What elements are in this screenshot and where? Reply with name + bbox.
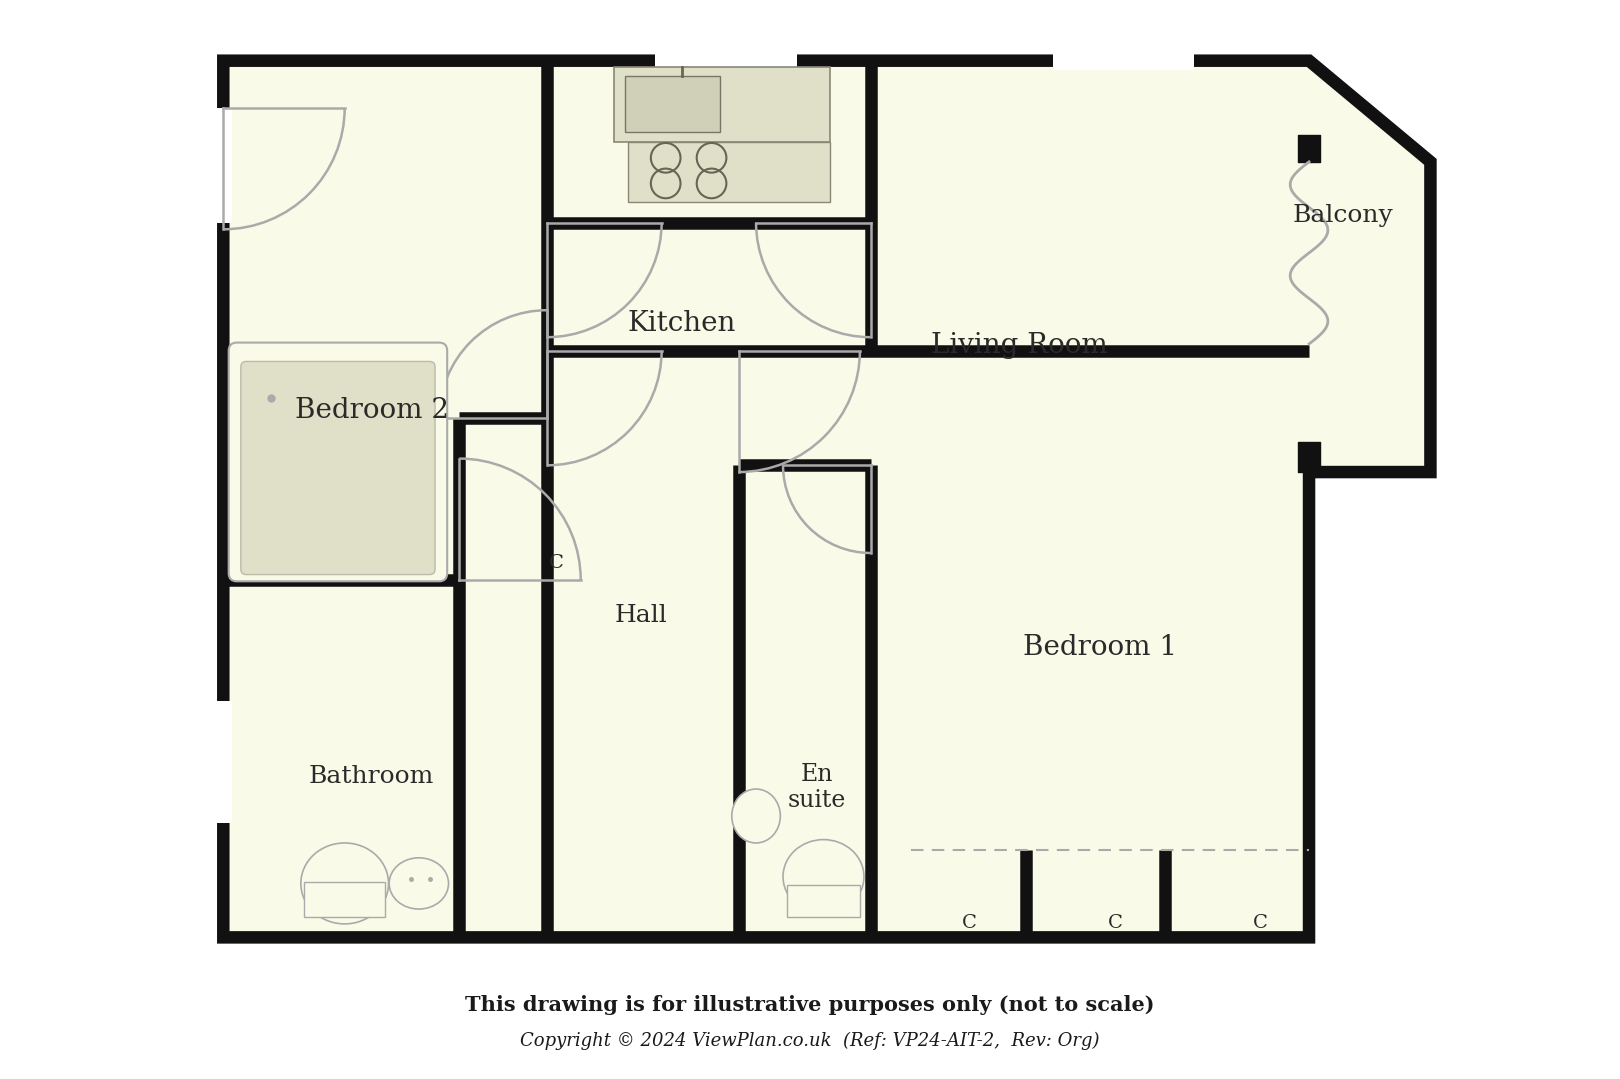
Ellipse shape — [782, 839, 863, 914]
Text: This drawing is for illustrative purposes only (not to scale): This drawing is for illustrative purpose… — [465, 995, 1155, 1015]
FancyBboxPatch shape — [241, 361, 436, 574]
Bar — [787, 885, 860, 917]
Ellipse shape — [389, 858, 449, 909]
Bar — [629, 141, 829, 202]
Text: Bedroom 2: Bedroom 2 — [295, 396, 449, 424]
Text: Bedroom 1: Bedroom 1 — [1022, 633, 1178, 661]
Bar — [614, 67, 829, 141]
Bar — [625, 76, 719, 132]
Ellipse shape — [301, 843, 389, 924]
Bar — [305, 883, 386, 917]
Text: En
suite: En suite — [787, 763, 846, 812]
Text: Living Room: Living Room — [930, 331, 1108, 359]
Text: Copyright © 2024 ViewPlan.co.uk  (Ref: VP24-AIT-2,  Rev: Org): Copyright © 2024 ViewPlan.co.uk (Ref: VP… — [520, 1033, 1100, 1050]
Text: Balcony: Balcony — [1293, 204, 1393, 228]
Text: Bathroom: Bathroom — [309, 765, 434, 789]
Text: Kitchen: Kitchen — [627, 310, 735, 338]
Text: C: C — [1108, 914, 1123, 931]
Text: C: C — [549, 555, 564, 572]
Ellipse shape — [732, 789, 781, 843]
FancyBboxPatch shape — [228, 343, 447, 582]
Text: C: C — [962, 914, 977, 931]
Text: Hall: Hall — [616, 603, 667, 627]
Text: C: C — [1252, 914, 1268, 931]
Polygon shape — [224, 60, 1430, 938]
